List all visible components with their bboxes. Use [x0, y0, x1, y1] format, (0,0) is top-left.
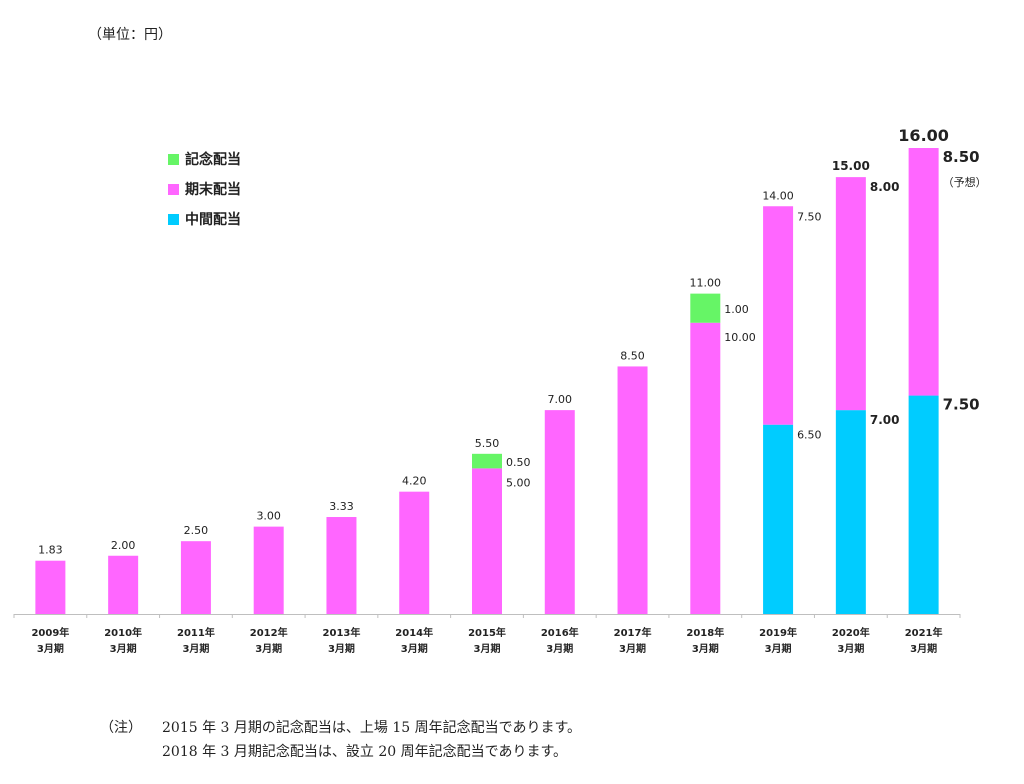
- bar-segment-2020-期末配当: [835, 177, 866, 411]
- total-label-2016: 7.00: [548, 393, 573, 406]
- total-label-2009: 1.83: [38, 544, 63, 557]
- x-tick-label-year-2013: 2013年: [323, 626, 361, 639]
- x-tick-label-period-2019: 3月期: [765, 642, 792, 655]
- side-label-2020-6: 8.00: [870, 180, 900, 194]
- bar-segment-2019-期末配当: [763, 206, 794, 425]
- bar-segment-2021-期末配当: [908, 148, 939, 396]
- bar-segment-2014-期末配当: [399, 491, 430, 614]
- x-tick-label-period-2021: 3月期: [910, 642, 937, 655]
- x-tick-label-year-2010: 2010年: [104, 626, 142, 639]
- x-tick-label-year-2011: 2011年: [177, 626, 215, 639]
- side-label-2018-3: 10.00: [724, 331, 756, 344]
- x-tick-label-year-2021: 2021年: [905, 626, 943, 639]
- footnote-head: （注）: [100, 720, 142, 736]
- x-tick-label-year-2016: 2016年: [541, 626, 579, 639]
- total-label-2019: 14.00: [762, 189, 794, 202]
- bar-segment-2020-中間配当: [835, 410, 866, 614]
- side-label-2019-4: 7.50: [797, 210, 822, 223]
- bar-segment-2016-期末配当: [544, 410, 575, 614]
- x-tick-label-period-2011: 3月期: [182, 642, 209, 655]
- bar-segment-2019-中間配当: [763, 424, 794, 614]
- total-label-2013: 3.33: [329, 500, 354, 513]
- bar-segment-2018-記念配当: [690, 293, 721, 323]
- dividend-chart: 1.83 2009年 3月期 2.00 2010年 3月期 2.50 2011年 3月期 3.00…: [13, 126, 987, 655]
- bar-segment-2015-記念配当: [472, 453, 502, 469]
- x-tick-label-year-2018: 2018年: [686, 626, 724, 639]
- footnote-line-2: 2018 年 3 月期記念配当は、設立 20 周年記念配当であります。: [162, 744, 568, 760]
- x-tick-label-period-2014: 3月期: [401, 642, 428, 655]
- legend-label-commemorative: 記念配当: [185, 152, 241, 168]
- bar-segment-2017-期末配当: [617, 366, 648, 614]
- side-label-2018-2: 1.00: [724, 303, 749, 316]
- unit-label: （単位：円）: [88, 27, 172, 43]
- x-tick-label-year-2009: 2009年: [31, 626, 69, 639]
- bar-segment-2010-期末配当: [108, 555, 139, 614]
- total-label-2012: 3.00: [256, 510, 281, 523]
- side-label-2020-7: 7.00: [870, 413, 900, 427]
- total-label-2014: 4.20: [402, 475, 427, 488]
- total-label-2010: 2.00: [111, 539, 136, 552]
- total-label-2015: 5.50: [475, 437, 500, 450]
- x-tick-label-year-2014: 2014年: [395, 626, 433, 639]
- legend-swatch-year-end: [168, 183, 179, 195]
- side-label-2019-5: 6.50: [797, 429, 822, 442]
- total-label-2017: 8.50: [620, 349, 645, 362]
- footnotes: （注） 2015 年 3 月期の記念配当は、上場 15 周年記念配当であります。…: [100, 716, 581, 764]
- x-tick-label-year-2019: 2019年: [759, 626, 797, 639]
- legend-swatch-commemorative: [168, 153, 179, 165]
- bar-segment-2013-期末配当: [326, 517, 357, 614]
- legend-label-year-end: 期末配当: [185, 182, 241, 198]
- total-label-2018: 11.00: [690, 277, 722, 290]
- legend-item-year-end: 期末配当: [168, 174, 241, 204]
- bar-segment-2018-期末配当: [690, 322, 721, 614]
- x-tick-label-period-2018: 3月期: [692, 642, 719, 655]
- x-tick-label-period-2017: 3月期: [619, 642, 646, 655]
- x-tick-label-year-2020: 2020年: [832, 626, 870, 639]
- bar-segment-2009-期末配当: [35, 560, 66, 614]
- total-label-2020: 15.00: [832, 159, 870, 173]
- x-tick-label-period-2010: 3月期: [110, 642, 137, 655]
- x-tick-label-period-2009: 3月期: [37, 642, 64, 655]
- side-label-2015-1: 5.00: [506, 476, 531, 489]
- legend: 記念配当 期末配当 中間配当: [168, 144, 241, 234]
- x-tick-label-year-2012: 2012年: [250, 626, 288, 639]
- x-tick-label-period-2015: 3月期: [474, 642, 501, 655]
- side-label-2015-0: 0.50: [506, 456, 531, 469]
- x-tick-label-period-2013: 3月期: [328, 642, 355, 655]
- bar-segment-2015-期末配当: [472, 468, 502, 614]
- legend-label-interim: 中間配当: [185, 212, 241, 228]
- bar-segment-2011-期末配当: [180, 541, 211, 614]
- side-label-2021-8: 8.50: [943, 148, 980, 166]
- total-label-2021: 16.00: [898, 126, 949, 145]
- x-tick-label-period-2016: 3月期: [546, 642, 573, 655]
- bar-segment-2012-期末配当: [253, 526, 284, 614]
- footnote-line-1: 2015 年 3 月期の記念配当は、上場 15 周年記念配当であります。: [162, 720, 582, 736]
- x-tick-label-year-2015: 2015年: [468, 626, 506, 639]
- x-tick-label-period-2020: 3月期: [837, 642, 864, 655]
- side-label-2021-9: 7.50: [943, 396, 980, 414]
- x-tick-label-year-2017: 2017年: [614, 626, 652, 639]
- legend-item-commemorative: 記念配当: [168, 144, 241, 174]
- legend-item-interim: 中間配当: [168, 204, 241, 234]
- x-tick-label-period-2012: 3月期: [255, 642, 282, 655]
- total-label-2011: 2.50: [184, 524, 209, 537]
- forecast-note: （予想）: [943, 175, 987, 189]
- bar-segment-2021-中間配当: [908, 395, 939, 614]
- legend-swatch-interim: [168, 213, 179, 225]
